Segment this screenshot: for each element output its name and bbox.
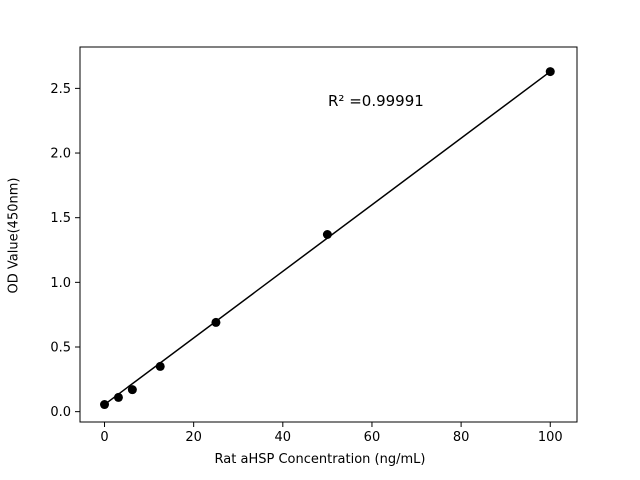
y-tick-label: 2.5 (50, 82, 71, 97)
x-tick-label: 0 (100, 430, 108, 445)
x-axis-label: Rat aHSP Concentration (ng/mL) (214, 452, 426, 467)
y-tick-label: 1.5 (50, 211, 71, 226)
data-point (155, 361, 165, 371)
x-axis-ticks: 0 20 40 60 80 100 (100, 422, 563, 445)
y-tick-label: 0.0 (50, 405, 71, 420)
y-axis-label: OD Value(450nm) (6, 177, 22, 294)
y-tick-label: 1.0 (50, 276, 71, 291)
x-tick-label: 100 (538, 430, 563, 445)
x-tick-label: 80 (453, 430, 470, 445)
data-point (322, 230, 332, 239)
data-point (127, 385, 137, 395)
data-point (545, 67, 555, 77)
data-points (100, 67, 555, 410)
y-tick-label: 2.0 (50, 147, 71, 162)
x-tick-label: 60 (364, 430, 381, 445)
y-axis-ticks: 0.0 0.5 1.0 1.5 2.0 2.5 (50, 82, 80, 420)
axes-frame (79, 46, 578, 423)
y-tick-label: 0.5 (50, 341, 71, 356)
data-point (113, 392, 123, 402)
r-squared-annotation: R² =0.99991 (328, 92, 424, 110)
data-point (100, 400, 110, 410)
data-point (211, 317, 221, 327)
x-tick-label: 20 (185, 430, 202, 445)
x-tick-label: 40 (275, 430, 292, 445)
